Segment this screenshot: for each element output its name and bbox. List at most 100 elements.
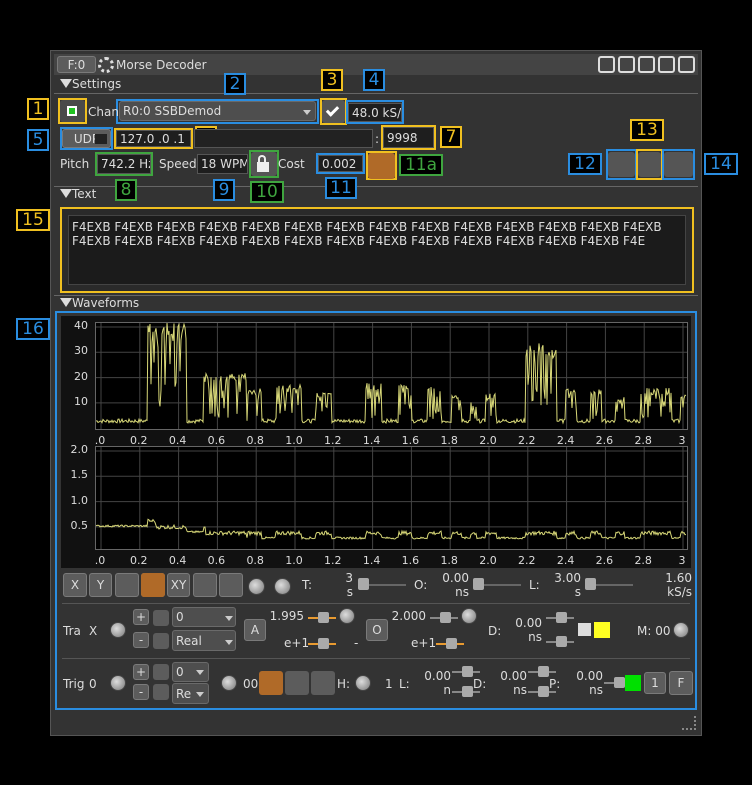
save-button[interactable]	[638, 152, 661, 177]
resize-grip	[682, 716, 696, 730]
combo-arrow	[196, 692, 204, 697]
title-icon[interactable]	[598, 56, 615, 73]
knob[interactable]	[274, 578, 291, 595]
x-tick-label: 0.6	[207, 434, 226, 447]
button[interactable]	[115, 573, 139, 597]
tab[interactable]: F:0	[57, 56, 96, 73]
button[interactable]: -	[133, 632, 149, 648]
trace-color[interactable]	[594, 622, 610, 638]
knob[interactable]	[355, 675, 371, 691]
combo[interactable]: Re	[172, 683, 209, 704]
slider-handle[interactable]	[538, 666, 549, 677]
button[interactable]: Y	[89, 573, 112, 597]
knob[interactable]	[461, 608, 477, 624]
button[interactable]: +	[133, 664, 149, 680]
udp-toggle[interactable]: UDP	[62, 129, 111, 148]
button[interactable]: F	[669, 671, 693, 695]
arrow-button[interactable]	[153, 664, 169, 680]
button[interactable]: +	[133, 609, 149, 625]
settings-icon[interactable]	[98, 57, 114, 73]
section-header[interactable]: Waveforms	[72, 296, 140, 310]
button[interactable]: 1	[644, 672, 666, 694]
button[interactable]: XY	[167, 573, 190, 597]
label: X	[89, 624, 98, 638]
slider-handle[interactable]	[462, 686, 473, 697]
button[interactable]: O	[366, 619, 388, 641]
slider-handle[interactable]	[473, 578, 484, 590]
slider-handle[interactable]	[318, 638, 329, 649]
slider-handle[interactable]	[318, 612, 329, 623]
trigger-button[interactable]	[259, 671, 283, 695]
slider-handle[interactable]	[446, 638, 457, 649]
slider-handle[interactable]	[440, 612, 451, 623]
slider-handle[interactable]	[462, 666, 473, 677]
clear-button[interactable]	[664, 152, 693, 177]
x-tick-label: 1.8	[440, 434, 458, 447]
knob[interactable]	[110, 675, 126, 691]
sample-rate: 48.0 kS/s	[348, 103, 402, 122]
arrow-button[interactable]	[153, 633, 169, 649]
x-tick-label: 0.8	[246, 434, 264, 447]
combo[interactable]: 0	[172, 662, 209, 682]
unit: s	[574, 585, 581, 599]
button[interactable]	[219, 573, 243, 597]
x-tick-label: 1.4	[362, 434, 381, 447]
udp-indicator	[95, 134, 107, 144]
annotation-label: 3	[321, 69, 343, 91]
annotation-label: 4	[363, 69, 385, 91]
channel-combo[interactable]: R0:0 SSBDemod	[119, 101, 316, 121]
trace-enable[interactable]	[578, 623, 591, 636]
knob[interactable]	[221, 675, 237, 691]
lock-shackle	[258, 155, 266, 164]
arrow-button[interactable]	[153, 610, 169, 626]
knob[interactable]	[339, 608, 355, 624]
x-tick-label: 2.4	[556, 434, 575, 447]
label: L:	[399, 677, 410, 691]
trigger-button[interactable]	[311, 671, 335, 695]
combo[interactable]: Real	[172, 630, 236, 651]
knob[interactable]	[248, 578, 265, 595]
x-tick-label: 2.0	[479, 434, 497, 447]
arrow-button[interactable]	[153, 684, 169, 700]
annotation-label: 8	[115, 179, 137, 201]
check-button[interactable]	[322, 100, 345, 123]
x-tick-label: .0	[94, 554, 106, 567]
slider-handle[interactable]	[538, 686, 549, 697]
annotation-label: 12	[568, 153, 602, 175]
title-icon[interactable]	[658, 56, 675, 73]
x-tick-label: 1.4	[362, 554, 381, 567]
port-input[interactable]: 9998	[383, 127, 434, 148]
trigger-button[interactable]	[285, 671, 309, 695]
slider-handle[interactable]	[585, 578, 596, 590]
slider-handle[interactable]	[556, 636, 567, 647]
trigger-color[interactable]	[625, 675, 641, 691]
label: Speed	[159, 157, 197, 171]
title-icon[interactable]	[638, 56, 655, 73]
combo[interactable]: 0	[172, 607, 236, 627]
filter-button[interactable]	[368, 153, 395, 179]
button[interactable]: -	[133, 684, 149, 700]
scope-button[interactable]	[608, 152, 635, 177]
knob[interactable]	[110, 622, 126, 638]
slider-handle[interactable]	[358, 578, 369, 590]
title-icon[interactable]	[678, 56, 695, 73]
unit: ns	[528, 630, 542, 644]
button[interactable]	[193, 573, 217, 597]
slider-handle[interactable]	[556, 612, 567, 623]
title-icon[interactable]	[618, 56, 635, 73]
x-tick-label: 1.0	[285, 434, 303, 447]
section-header[interactable]: Text	[72, 187, 97, 201]
button[interactable]: X	[63, 573, 87, 597]
slider-handle[interactable]	[614, 677, 625, 688]
button-active[interactable]	[141, 573, 165, 597]
label: 0	[89, 677, 97, 691]
button[interactable]: A	[244, 619, 266, 641]
divider	[54, 186, 698, 187]
address-input[interactable]: 127.0 .0 .1	[116, 130, 191, 147]
label: T:	[302, 578, 313, 592]
knob[interactable]	[673, 622, 689, 638]
divider	[54, 93, 698, 94]
section-header[interactable]: Settings	[72, 77, 122, 91]
annotation-label: 16	[16, 318, 50, 340]
label: Pitch	[60, 157, 90, 171]
